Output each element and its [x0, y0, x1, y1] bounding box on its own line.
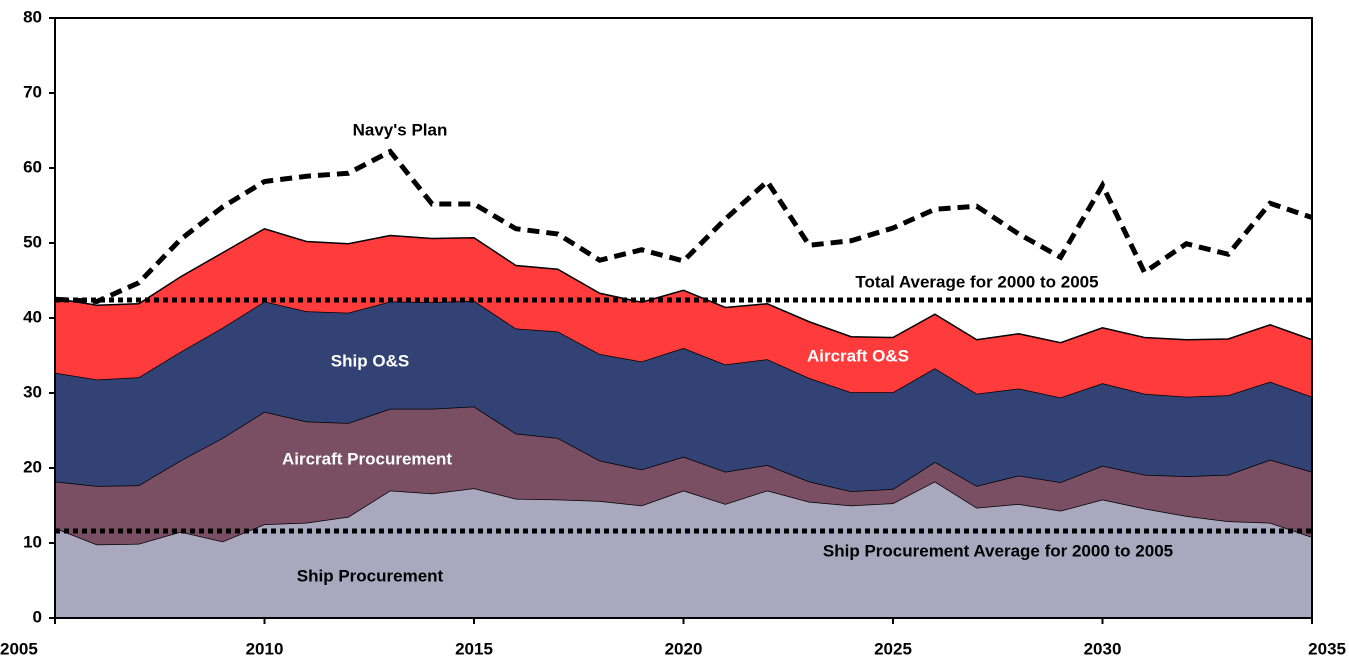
y-tick-label: 50	[23, 232, 42, 251]
reference-label: Total Average for 2000 to 2005	[855, 272, 1098, 291]
area-edge	[54, 227, 1313, 344]
area	[55, 300, 1312, 492]
area	[55, 228, 1312, 398]
y-tick-label: 80	[23, 7, 42, 26]
series-label: Aircraft O&S	[807, 346, 909, 365]
series-label: Ship O&S	[331, 351, 409, 370]
x-tick-label: 2015	[455, 639, 493, 658]
y-tick-label: 10	[23, 532, 42, 551]
y-tick-label: 70	[23, 82, 42, 101]
series-label: Aircraft Procurement	[282, 449, 452, 468]
reference-label: Ship Procurement Average for 2000 to 200…	[823, 541, 1173, 560]
x-tick-label: 2025	[874, 639, 912, 658]
y-tick-label: 40	[23, 307, 42, 326]
x-tick-label: 2030	[1084, 639, 1122, 658]
plan-label: Navy's Plan	[353, 120, 448, 139]
area	[55, 481, 1312, 618]
x-tick-label: 2020	[665, 639, 703, 658]
area	[55, 406, 1312, 545]
y-tick-label: 60	[23, 157, 42, 176]
y-tick-label: 0	[33, 607, 42, 626]
x-tick-label: 2035	[1308, 639, 1346, 658]
x-tick-label: 2010	[246, 639, 284, 658]
plan-line	[54, 148, 1313, 305]
x-tick-label: 2005	[0, 639, 38, 658]
y-tick-label: 20	[23, 457, 42, 476]
series-label: Ship Procurement	[297, 566, 444, 585]
y-tick-label: 30	[23, 382, 42, 401]
